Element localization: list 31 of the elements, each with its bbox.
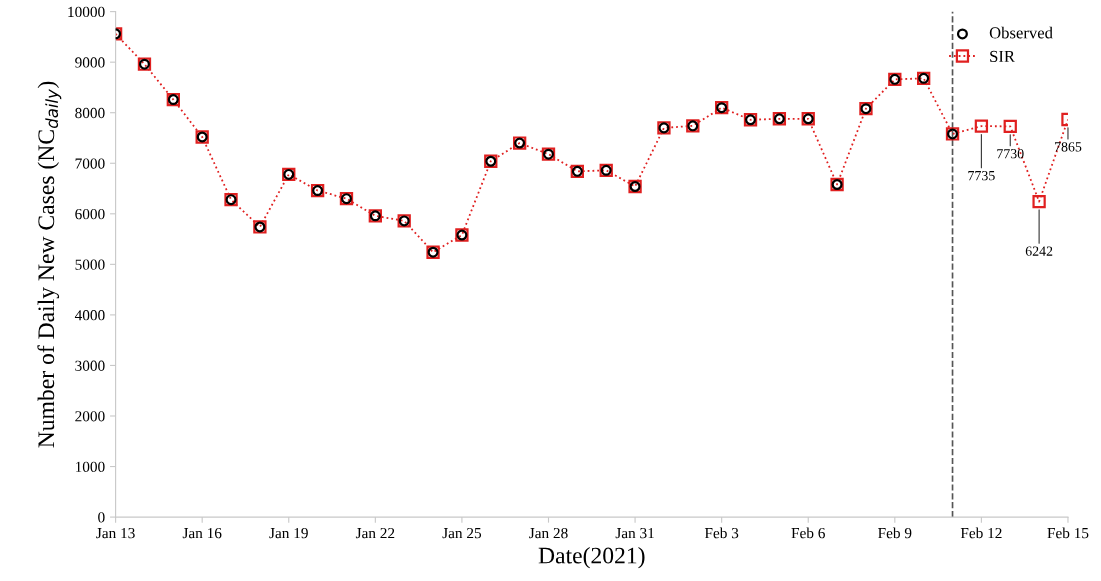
annotation: 6242 — [1025, 246, 1053, 256]
x-tick-label: Feb 15 — [1047, 527, 1089, 539]
y-tick-label: 2000 — [75, 411, 105, 422]
y-tick-label: 3000 — [75, 360, 105, 371]
y-tick-label: 6000 — [75, 208, 105, 220]
x-tick-label: Feb 9 — [878, 527, 912, 539]
y-tick-label: 4000 — [74, 310, 105, 321]
x-tick-label: Jan 22 — [355, 527, 395, 539]
y-tick-label: 7000 — [75, 158, 105, 169]
x-tick-label: Jan 16 — [182, 527, 222, 539]
annotation: 7865 — [1055, 142, 1082, 152]
x-tick-label: Feb 6 — [791, 527, 825, 539]
x-axis-title: Date(2021) — [538, 546, 645, 569]
y-tick-label: 5000 — [75, 259, 105, 270]
y-tick-label: 8000 — [75, 107, 105, 119]
y-axis-title: Number of Daily New Cases (NC$_{daily}$) — [37, 81, 62, 448]
legend-label: Observed — [989, 26, 1053, 39]
x-tick-label: Feb 3 — [704, 527, 739, 539]
annotation: 7735 — [968, 170, 995, 181]
x-tick-label: Jan 19 — [269, 527, 308, 539]
legend-label: SIR — [990, 50, 1016, 62]
annotation: 7730 — [997, 148, 1024, 159]
x-tick-label: Jan 13 — [96, 527, 135, 539]
x-tick-label: Jan 25 — [442, 527, 482, 539]
y-tick-label: 1000 — [75, 461, 105, 472]
x-tick-label: Jan 28 — [529, 527, 568, 539]
y-tick-label: 0 — [98, 512, 105, 523]
x-tick-label: Jan 31 — [615, 527, 654, 539]
x-tick-label: Feb 12 — [960, 527, 1002, 539]
y-tick-label: 9000 — [75, 57, 105, 68]
y-tick-label: 10000 — [68, 6, 105, 18]
